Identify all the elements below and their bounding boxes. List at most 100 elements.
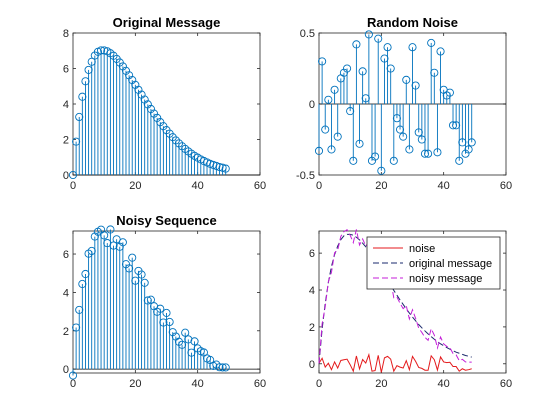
series-line-original-message <box>318 233 472 364</box>
x-tick-label: 0 <box>70 180 76 192</box>
subplot-overlay-lines: 0 20 40 60 0 2 4 6 noise original message noisy… <box>309 229 512 390</box>
stem-marker <box>75 305 84 314</box>
legend-box <box>366 236 501 290</box>
y-tick-label: 0 <box>309 359 315 371</box>
stem-marker <box>146 295 155 304</box>
legend: noise original message noisy message <box>366 236 501 290</box>
series-line-noisy-message <box>318 229 472 364</box>
y-tick-label: 4 <box>63 287 69 299</box>
stem-marker <box>156 118 165 127</box>
stem-marker <box>346 107 355 116</box>
stem-marker <box>358 67 367 76</box>
stem-marker <box>383 43 392 52</box>
y-tick-label: 6 <box>63 64 69 76</box>
stem-marker <box>75 112 84 122</box>
stem-marker <box>371 152 380 161</box>
stem-marker <box>455 156 464 165</box>
stem-marker <box>72 137 81 146</box>
y-tick-label: 4 <box>63 99 69 111</box>
stem-marker <box>215 363 224 372</box>
stem-marker <box>445 88 454 97</box>
stem-marker <box>109 241 118 250</box>
x-tick-label: 60 <box>254 378 266 390</box>
stem-marker <box>330 85 339 94</box>
stem-marker <box>389 156 398 165</box>
stem-marker <box>72 323 81 332</box>
subplot-random-noise: Random Noise 0 20 40 60-0.500.5 <box>296 15 512 192</box>
stem-marker <box>221 164 230 173</box>
stem-marker <box>458 138 467 147</box>
stem-marker <box>436 47 445 56</box>
stem-marker <box>78 92 87 101</box>
stem-marker <box>399 132 408 141</box>
x-tick-label: 20 <box>129 180 141 192</box>
stem-marker <box>218 363 227 372</box>
stem-marker <box>171 136 180 145</box>
x-tick-label: 60 <box>500 180 512 192</box>
stem-marker <box>318 57 327 66</box>
stem-marker <box>159 318 168 327</box>
x-tick-label: 40 <box>438 180 450 192</box>
stem-marker <box>68 371 78 380</box>
stem-marker <box>97 46 106 55</box>
stem-marker <box>405 145 414 154</box>
stem-marker <box>327 145 336 154</box>
stem-marker <box>68 170 78 180</box>
x-tick-label: 0 <box>316 180 322 192</box>
stem-marker <box>364 30 373 39</box>
stem-marker <box>181 328 190 337</box>
stem-marker <box>106 225 115 234</box>
stem-marker <box>81 269 90 279</box>
stem-marker <box>448 121 458 130</box>
x-tick-label: 40 <box>192 180 204 192</box>
subplot-original-message: Original Message 0 20 40 60 0 2 4 6 8 <box>63 15 266 192</box>
stem-marker <box>184 335 193 344</box>
stem-marker <box>100 231 109 240</box>
stem-marker <box>380 54 389 63</box>
x-tick-label: 40 <box>192 378 204 390</box>
stem-marker <box>464 145 473 154</box>
stem-marker <box>131 276 140 285</box>
y-tick-label: 2 <box>63 326 69 338</box>
x-tick-label: 20 <box>375 180 387 192</box>
legend-label: noisy message <box>409 273 482 285</box>
legend-entry-original-message: original message <box>373 258 492 270</box>
stem-marker <box>420 149 430 158</box>
stem-marker <box>314 146 324 155</box>
stem-marker <box>386 64 395 73</box>
stem-marker <box>352 40 361 49</box>
stem-marker <box>377 166 386 175</box>
y-tick-label: 2 <box>309 322 315 334</box>
stem-marker <box>433 148 442 157</box>
stem-marker <box>125 264 134 273</box>
x-tick-label: 40 <box>438 378 450 390</box>
stem-marker <box>128 253 137 262</box>
y-tick-label: -0.5 <box>296 170 315 182</box>
stem-marker <box>402 75 411 84</box>
stem-marker <box>153 307 162 316</box>
stem-marker <box>467 138 476 147</box>
stem-marker <box>395 125 405 134</box>
legend-label: noise <box>409 243 435 255</box>
stem-marker <box>140 278 149 287</box>
y-tick-label: 8 <box>63 28 69 40</box>
y-tick-label: 0 <box>309 99 315 111</box>
stem-marker <box>417 135 426 144</box>
stem-marker <box>215 162 224 172</box>
stem-marker <box>349 156 358 165</box>
stem-marker <box>118 238 127 247</box>
legend-label: original message <box>409 258 492 270</box>
x-tick-label: 60 <box>500 378 512 390</box>
x-tick-label: 60 <box>254 180 266 192</box>
stem-marker <box>324 95 333 104</box>
subplot-title: Random Noise <box>367 15 458 30</box>
y-tick-label: 0.5 <box>300 28 315 40</box>
stem-marker <box>374 34 383 43</box>
stem-marker <box>218 163 227 172</box>
subplot-title: Original Message <box>113 15 221 30</box>
stem-marker <box>174 337 184 346</box>
stem-marker <box>162 308 171 317</box>
x-tick-label: 20 <box>375 378 387 390</box>
y-tick-label: 0 <box>63 364 69 376</box>
